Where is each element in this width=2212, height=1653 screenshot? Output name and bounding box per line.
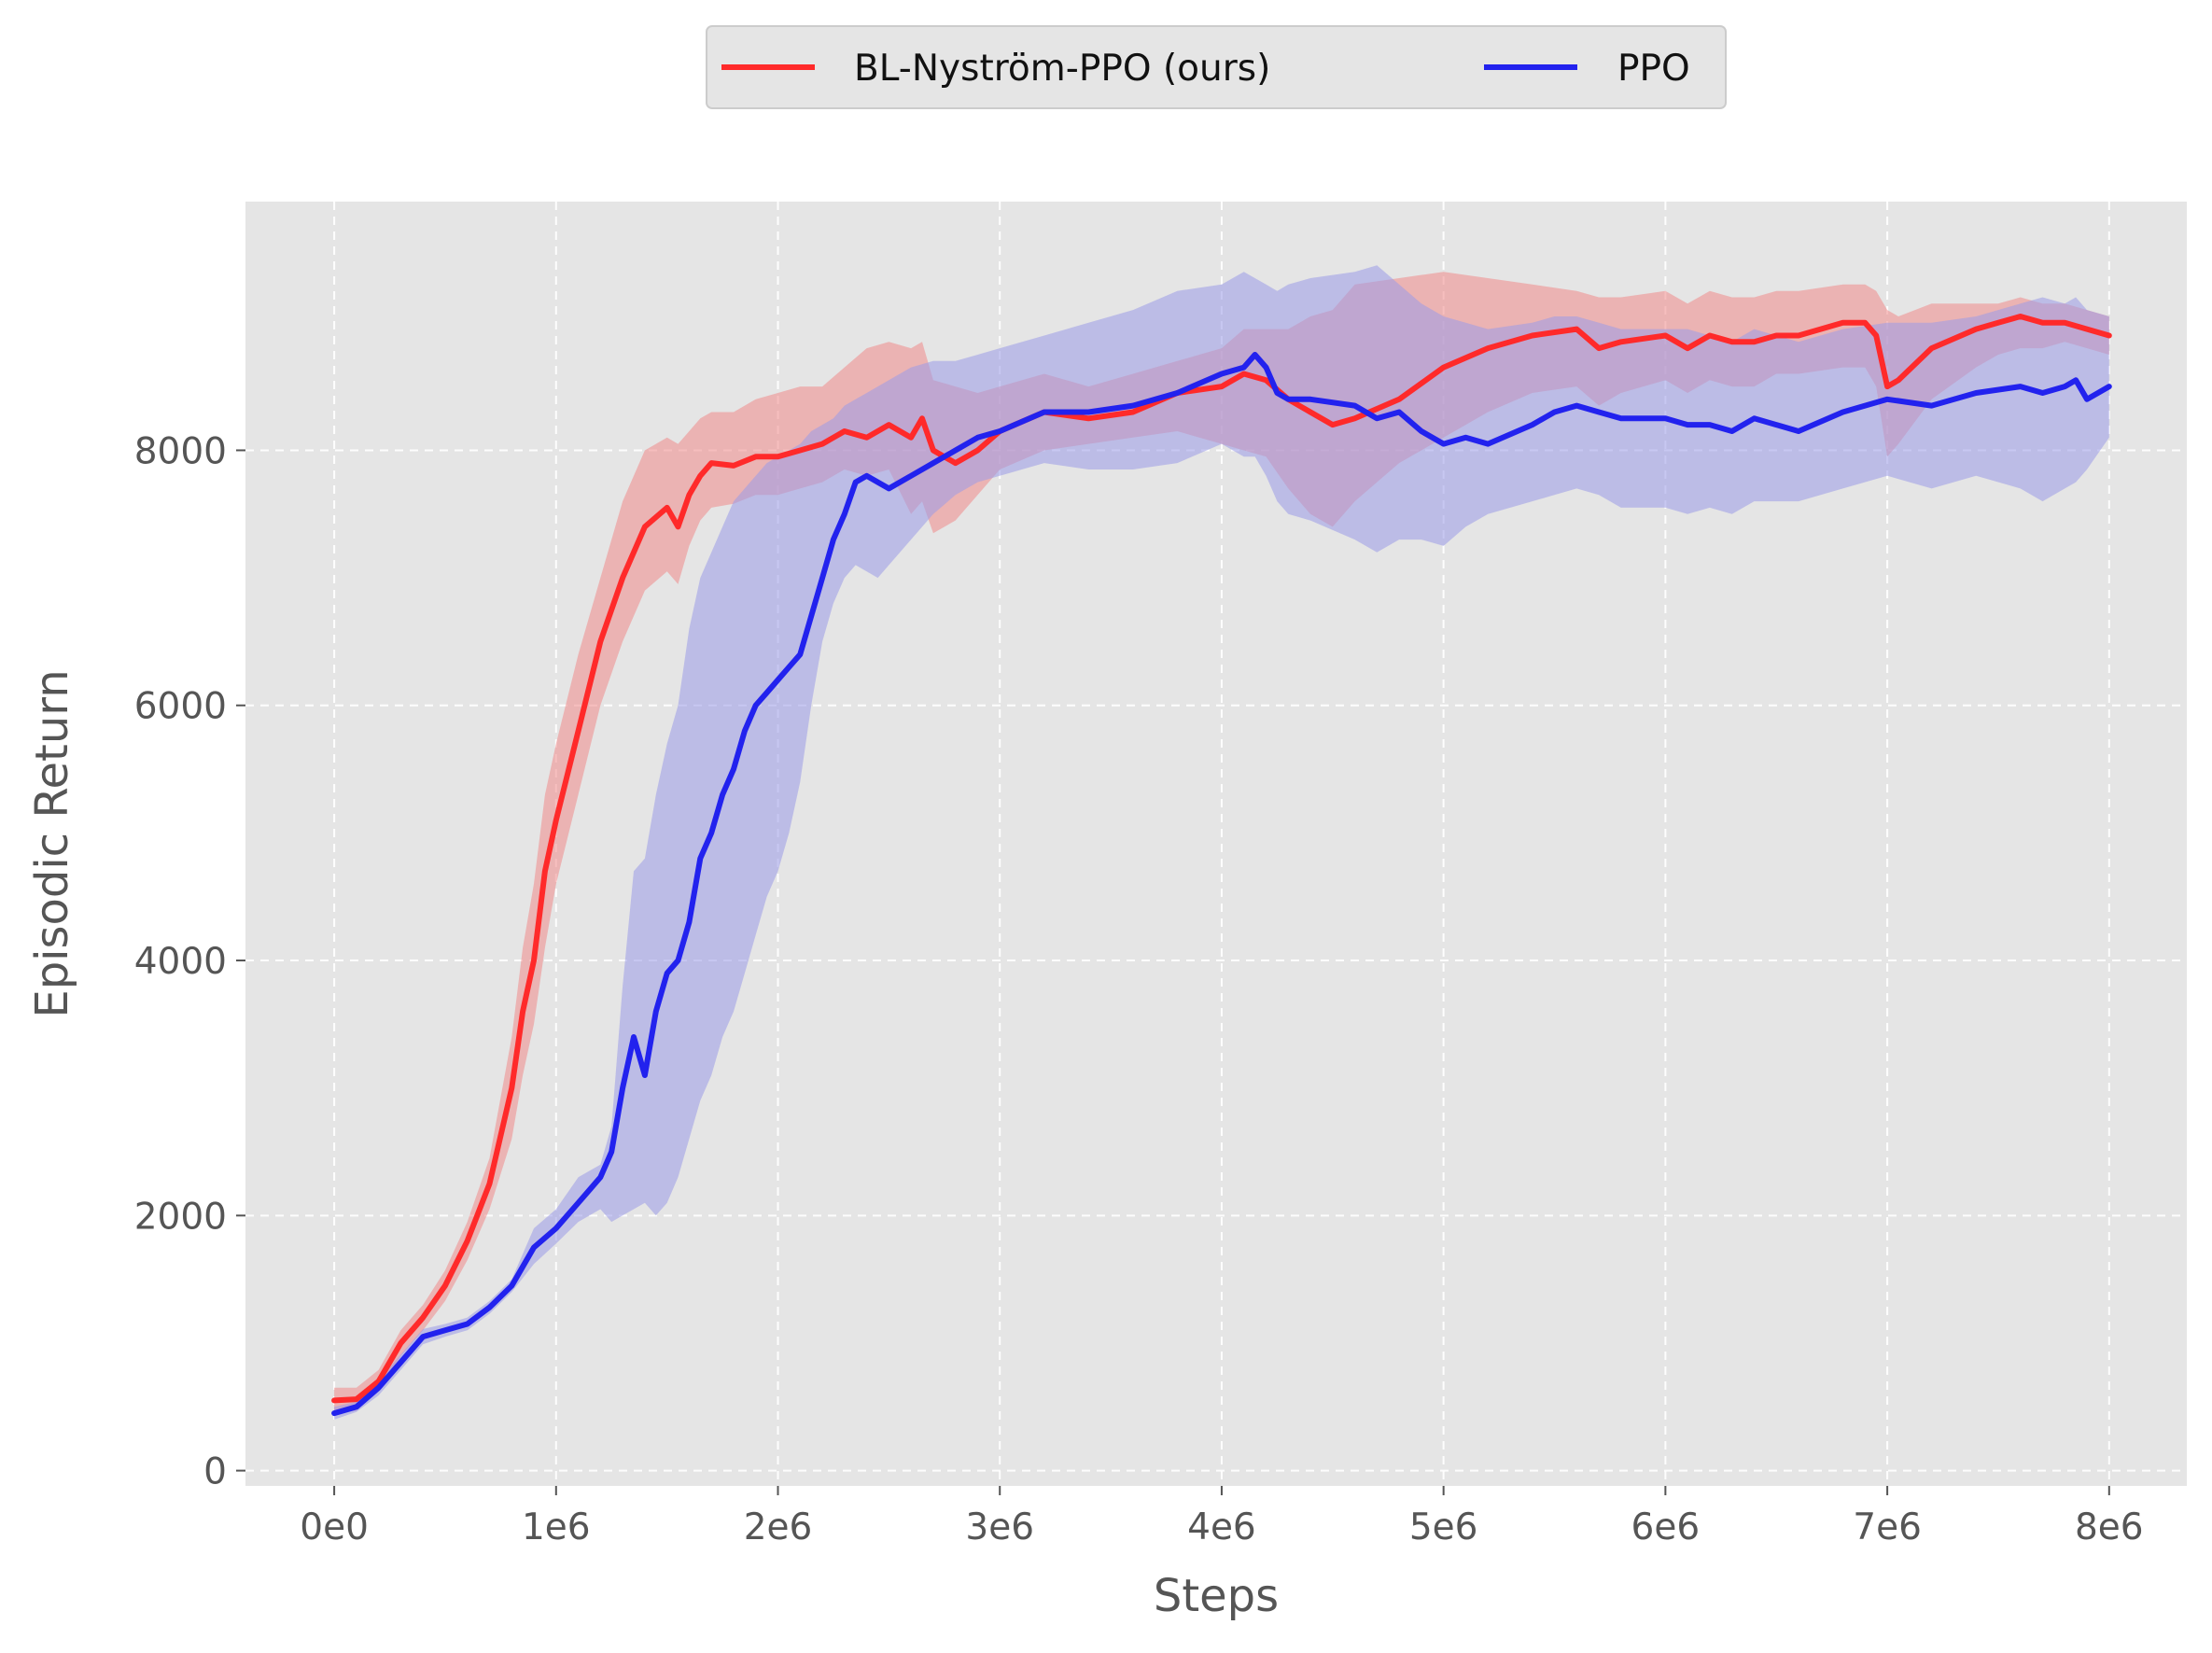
x-tick-label: 1e6 [522, 1506, 591, 1548]
y-tick-label: 8000 [134, 430, 227, 472]
y-axis-label: Episodic Return [26, 669, 78, 1017]
x-tick-label: 3e6 [965, 1506, 1034, 1548]
x-tick-label: 6e6 [1631, 1506, 1701, 1548]
bl-nystrom-ppo-line [331, 314, 2112, 1404]
x-axis-label: Steps [1154, 1570, 1279, 1622]
x-tick-label: 8e6 [2075, 1506, 2144, 1548]
legend-label-ppo: PPO [1617, 48, 1690, 90]
y-tick-label: 4000 [134, 941, 227, 983]
y-axis-ticks: 0 2000 4000 6000 8000 [134, 430, 245, 1493]
y-tick-label: 6000 [134, 686, 227, 728]
x-tick-label: 7e6 [1853, 1506, 1922, 1548]
ppo-line [331, 352, 2112, 1417]
legend-label-bl-nystrom-ppo: BL-Nyström-PPO (ours) [854, 48, 1270, 90]
x-tick-label: 2e6 [744, 1506, 813, 1548]
x-tick-label: 4e6 [1187, 1506, 1256, 1548]
series-lines [331, 314, 2112, 1417]
x-axis-ticks: 0e0 1e6 2e6 3e6 4e6 5e6 6e6 7e6 8e6 [300, 1486, 2144, 1548]
legend-box [706, 25, 1727, 109]
legend: BL-Nyström-PPO (ours) PPO [706, 25, 1727, 109]
ppo-band [334, 265, 2109, 1420]
x-tick-label: 5e6 [1409, 1506, 1478, 1548]
confidence-bands [334, 265, 2109, 1420]
x-tick-label: 0e0 [300, 1506, 369, 1548]
y-tick-label: 2000 [134, 1196, 227, 1238]
y-tick-label: 0 [203, 1451, 227, 1493]
